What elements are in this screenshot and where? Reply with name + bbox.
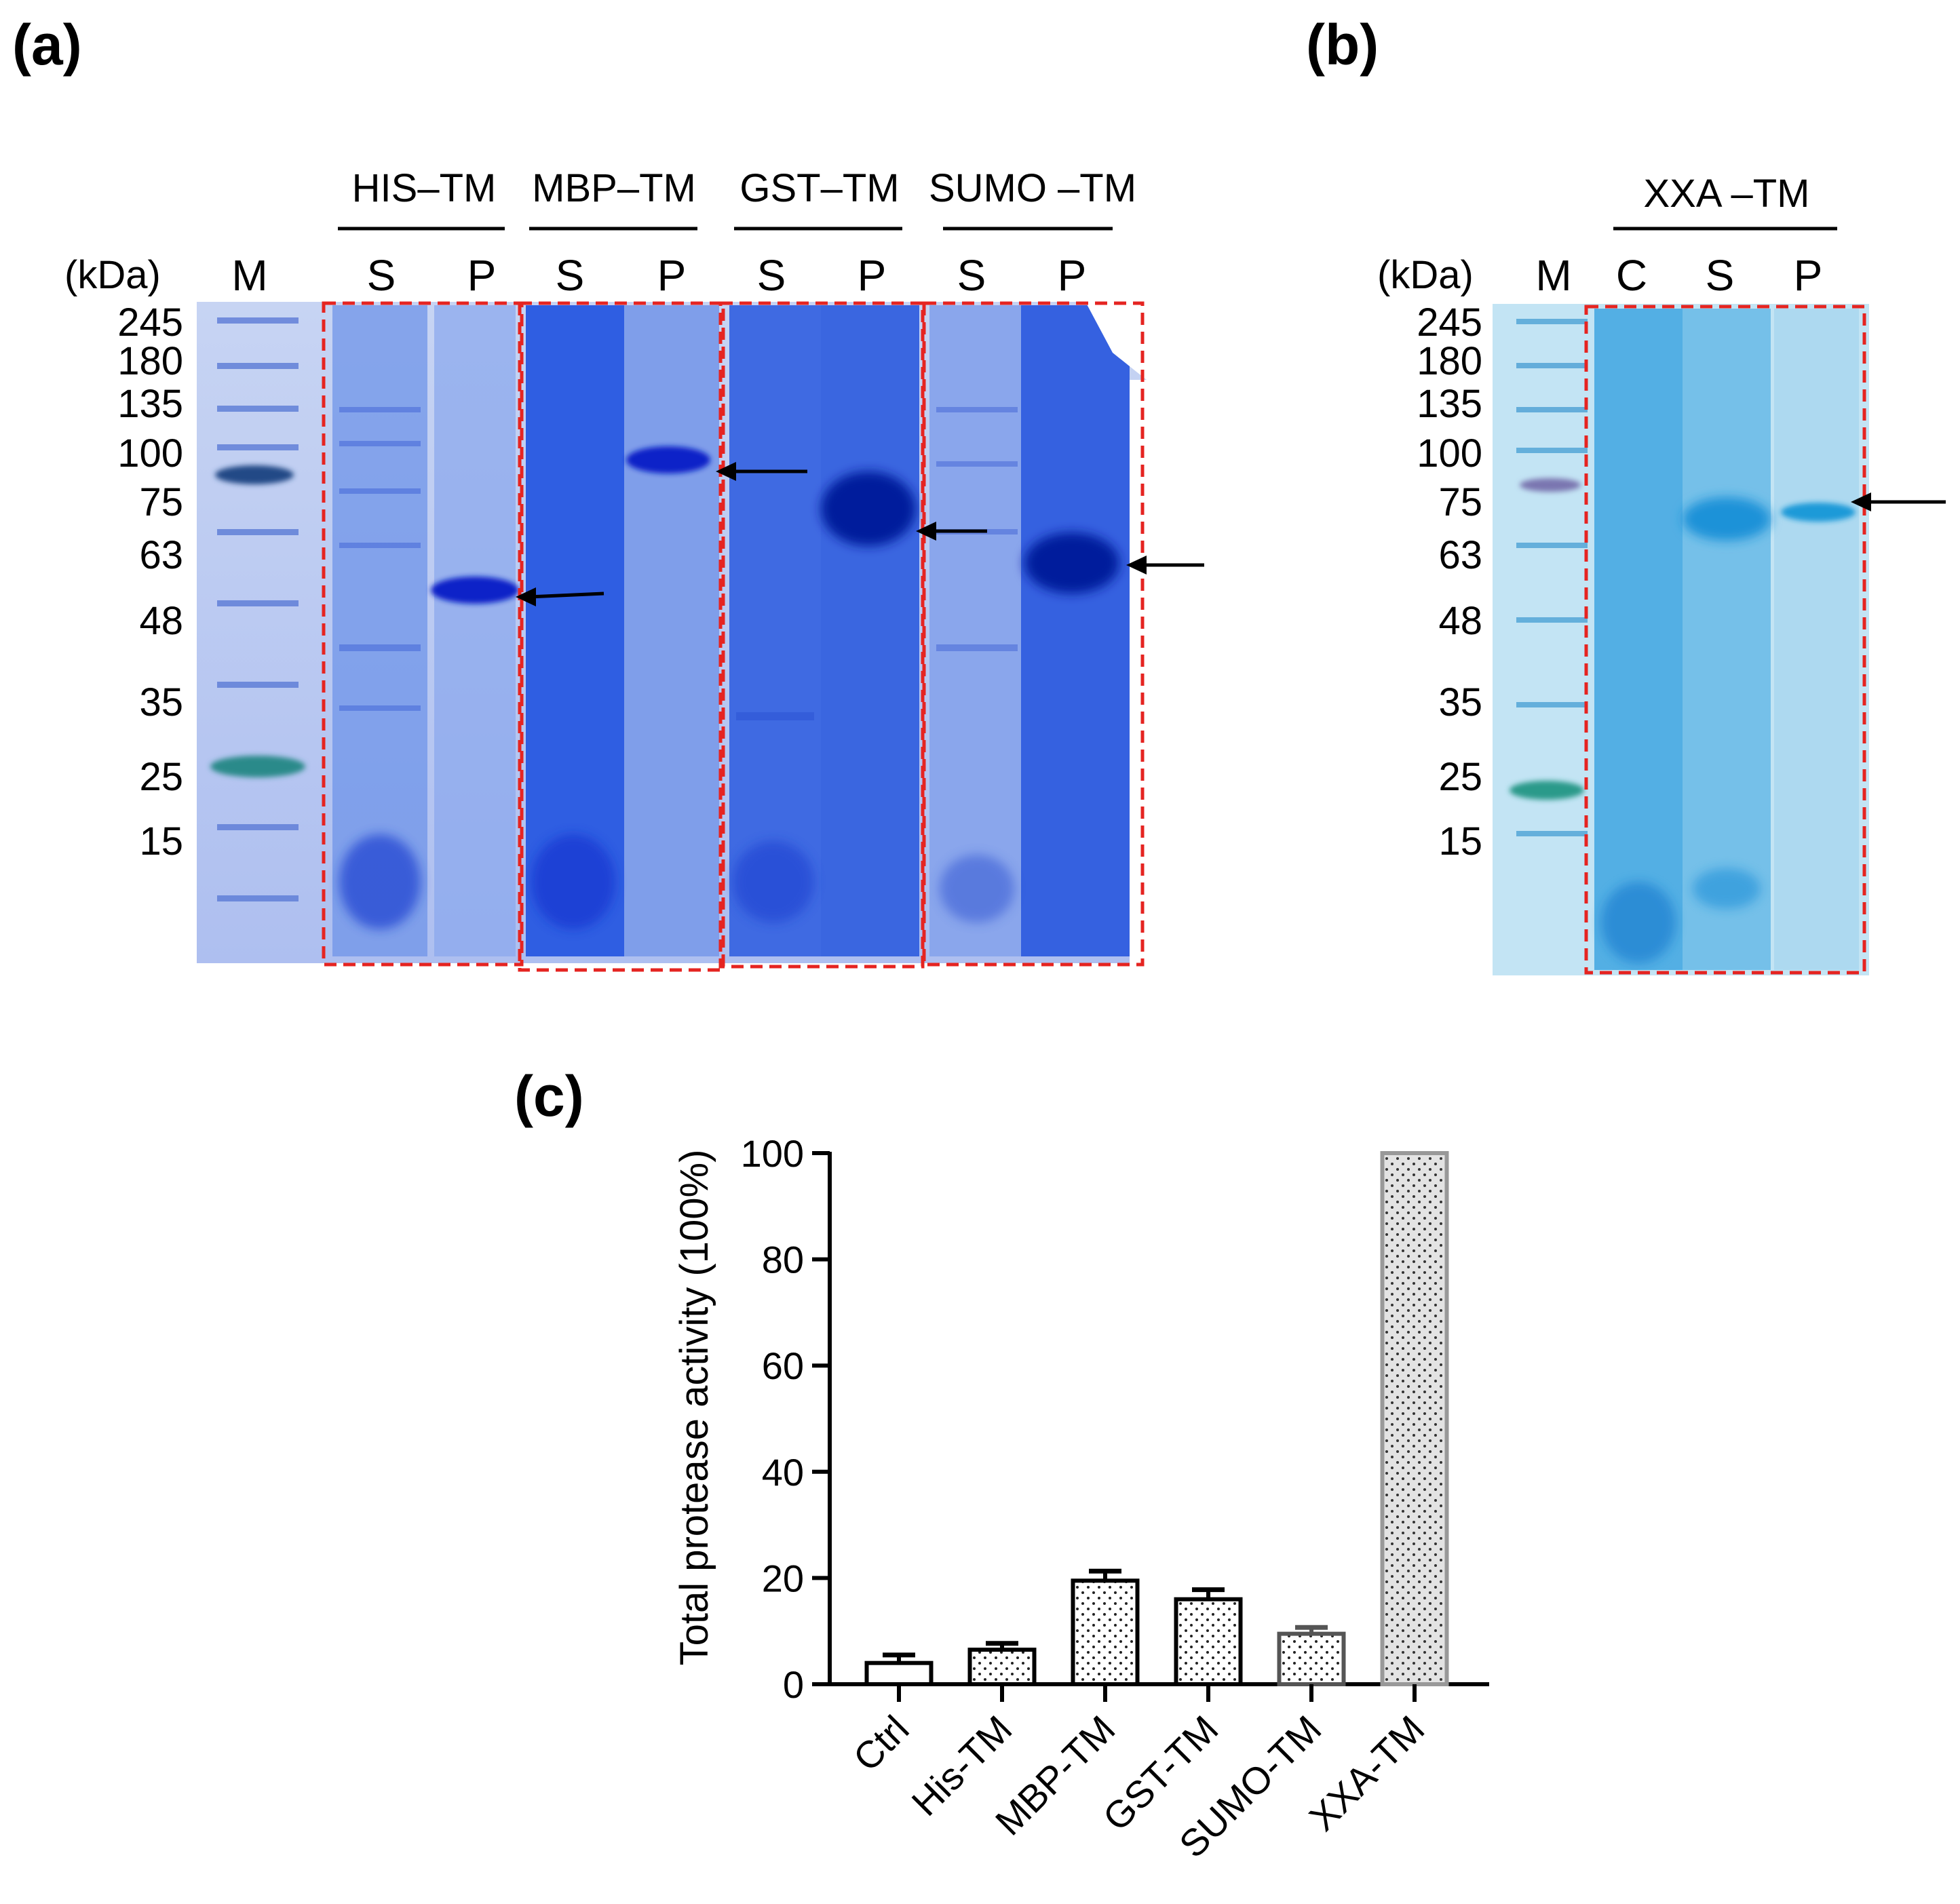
- marker-lane-label: M: [231, 251, 267, 300]
- bar: [967, 1648, 1037, 1686]
- mw-tick: 63: [1438, 533, 1482, 577]
- mw-tick: 15: [1438, 819, 1482, 863]
- mw-ticks-b: 245 180 135 100 75 63 48 35 25 15: [1417, 300, 1482, 863]
- bar: [1071, 1578, 1140, 1686]
- mw-tick: 180: [117, 339, 183, 383]
- y-axis-label: Total protease activity (100%): [672, 1150, 716, 1666]
- x-tick-label: Ctrl: [845, 1707, 917, 1779]
- mw-tick: 75: [1438, 480, 1482, 524]
- y-tick-label: 60: [762, 1344, 804, 1387]
- marker-bands: [217, 317, 299, 901]
- mw-tick: 245: [1417, 300, 1482, 345]
- dashed-boxes-a: [322, 301, 1145, 972]
- mw-tick: 35: [139, 680, 183, 724]
- lane-label: S: [757, 251, 786, 300]
- mw-tick: 15: [139, 819, 183, 863]
- bar: [1174, 1597, 1243, 1686]
- mw-tick: 135: [117, 382, 183, 426]
- y-tick-label: 100: [741, 1132, 804, 1175]
- lane-label: S: [556, 251, 585, 300]
- arrow-mbp: [716, 462, 807, 481]
- arrow-gst: [916, 522, 987, 541]
- panel-b-label: (b): [1306, 13, 1379, 77]
- mw-tick: 135: [1417, 382, 1482, 426]
- lane-label: C: [1616, 251, 1647, 300]
- mw-tick: 25: [1438, 755, 1482, 799]
- y-tick-label: 0: [783, 1663, 804, 1706]
- dashed-box-xxa: [1584, 305, 1866, 975]
- lane-label: P: [467, 251, 497, 300]
- mw-tick: 100: [1417, 431, 1482, 475]
- unit-label: (kDa): [1377, 253, 1474, 297]
- panel-b: (b) XXA –TM (kDa) M C S P 245 180 135 10…: [1306, 13, 1946, 975]
- y-tick-label: 20: [762, 1557, 804, 1599]
- lane-label: P: [858, 251, 887, 300]
- mw-tick: 48: [1438, 599, 1482, 643]
- bar-chart: 020406080100CtrlHis-TMMBP-TMGST-TMSUMO-T…: [741, 1132, 1489, 1866]
- arrows-a: [516, 462, 1204, 606]
- arrow-xxa: [1851, 492, 1946, 511]
- target-band-sumo: [1024, 532, 1119, 594]
- mw-tick: 75: [139, 480, 183, 524]
- target-band-mbp: [626, 446, 710, 473]
- group-label-mbp-tm: MBP–TM: [532, 166, 696, 210]
- mw-tick: 100: [117, 431, 183, 475]
- y-tick-label: 40: [762, 1451, 804, 1494]
- lane-label: S: [957, 251, 986, 300]
- group-label-gst-tm: GST–TM: [739, 166, 899, 210]
- lane-label: P: [657, 251, 687, 300]
- mw-tick: 48: [139, 599, 183, 643]
- dashed-box-mbp: [518, 301, 725, 972]
- gel-image-a: [197, 302, 1150, 963]
- bar: [1380, 1151, 1449, 1686]
- marker-lane-label: M: [1535, 251, 1571, 300]
- dashed-box-sumo: [922, 301, 1145, 967]
- marker-bands-b: [1516, 319, 1588, 836]
- y-tick-label: 80: [762, 1239, 804, 1281]
- dashed-box-his: [322, 301, 524, 967]
- target-band-gst: [821, 471, 916, 546]
- mw-tick: 25: [139, 755, 183, 799]
- unit-label: (kDa): [64, 253, 161, 297]
- bar: [864, 1660, 934, 1686]
- mw-tick: 35: [1438, 680, 1482, 724]
- arrow-sumo: [1126, 556, 1204, 575]
- group-label-xxa-tm: XXA –TM: [1644, 172, 1810, 216]
- panel-c: (c) Total protease activity (100%) 0 20 40…: [514, 1064, 1489, 1866]
- mw-tick: 245: [117, 300, 183, 345]
- gel-image-b: [1493, 304, 1869, 975]
- mw-ticks-a: 245 180 135 100 75 63 48 35 25 15: [117, 300, 183, 863]
- panel-c-label: (c): [514, 1064, 584, 1128]
- panel-a-label: (a): [12, 13, 82, 77]
- x-tick-label: XXA-TM: [1301, 1707, 1432, 1839]
- lane-label: P: [1794, 251, 1823, 300]
- mw-tick: 63: [139, 533, 183, 577]
- mw-tick: 180: [1417, 339, 1482, 383]
- lane-label: S: [367, 251, 396, 300]
- arrow-his: [516, 587, 604, 606]
- lane-label: S: [1706, 251, 1735, 300]
- group-label-sumo-tm: SUMO –TM: [929, 166, 1136, 210]
- group-label-his-tm: HIS–TM: [352, 166, 497, 210]
- panel-a: (a) HIS–TM MBP–TM GST–TM SUMO –TM (kDa) …: [12, 13, 1204, 972]
- lane-label: P: [1058, 251, 1087, 300]
- target-band-his: [431, 577, 519, 604]
- bar: [1277, 1631, 1346, 1686]
